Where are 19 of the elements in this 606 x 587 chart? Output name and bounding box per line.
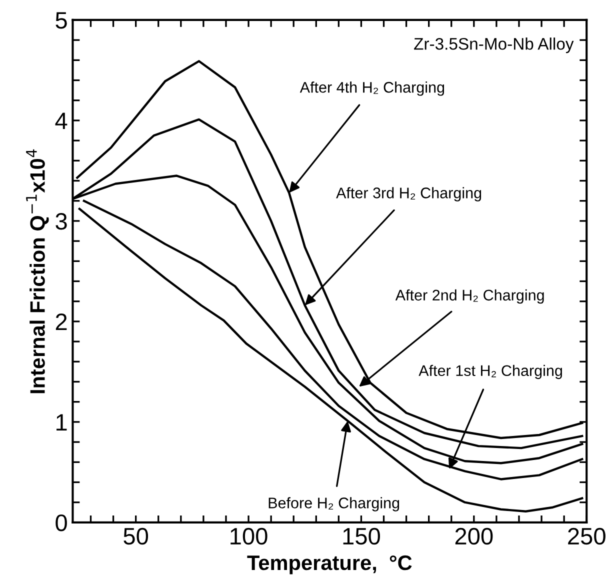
annotation: Before H₂ Charging [268, 497, 400, 512]
y-tick-label: 2 [56, 314, 67, 330]
annotation: After 3rd H₂ Charging [336, 187, 482, 202]
annotation: After 1st H₂ Charging [418, 364, 562, 380]
y-axis-title: Internal Friction Q$^{−1}$x10$^{4}$ [26, 149, 49, 394]
x-tick-label: 100 [230, 528, 268, 545]
x-tick-label: 200 [455, 528, 493, 545]
x-axis-title: Temperature, °C [247, 555, 412, 574]
x-tick-label: 150 [343, 528, 380, 545]
x-tick-label: 250 [568, 528, 606, 545]
annotation: After 2nd H₂ Charging [395, 289, 544, 304]
y-tick-label: 3 [56, 213, 67, 230]
y-tick-label: 5 [56, 12, 67, 29]
y-tick-label: 4 [55, 112, 68, 130]
annotation: After 4th H₂ Charging [300, 82, 444, 96]
text: Zr-3.5Sn-Mo-Nb Alloy [414, 38, 574, 54]
y-tick-label: 0 [56, 514, 67, 532]
x-tick-label: 50 [124, 528, 148, 545]
y-tick-label: 1 [56, 414, 67, 430]
